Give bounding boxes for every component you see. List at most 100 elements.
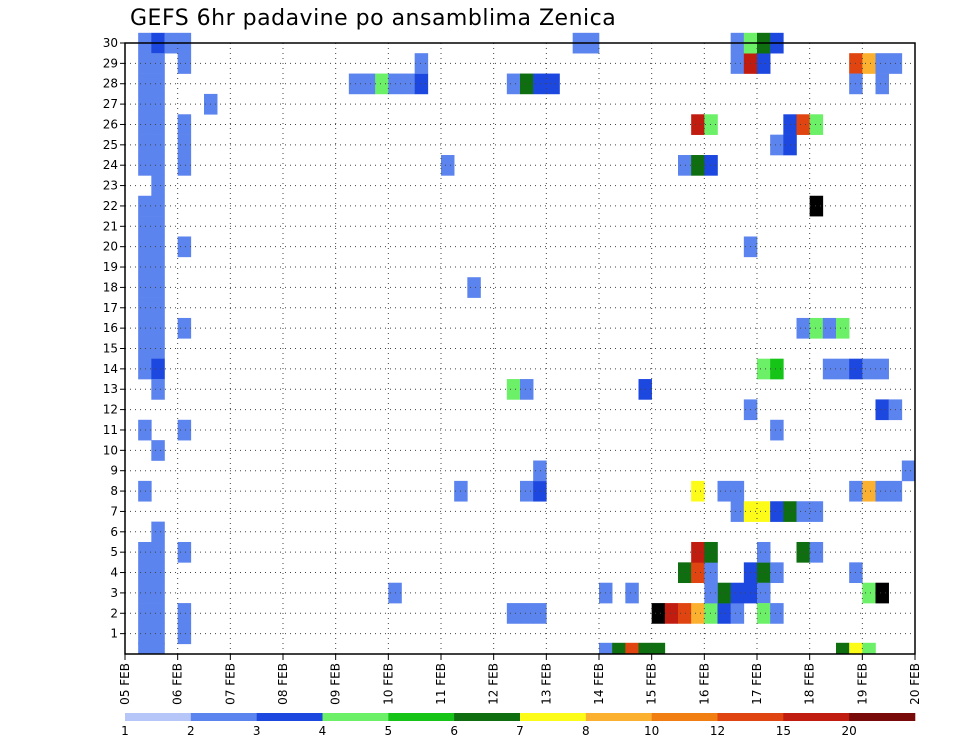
heatmap-cell: [651, 603, 666, 624]
colorbar-label: 5: [385, 724, 393, 738]
y-tick-label: 24: [103, 158, 118, 172]
heatmap-cell: [664, 603, 679, 624]
grid-lines: [125, 43, 915, 654]
colorbar-swatch: [849, 713, 916, 721]
colorbar-swatch: [125, 713, 192, 721]
y-tick-label: 21: [103, 219, 118, 233]
x-tick-label: 12 FEB: [487, 663, 501, 705]
heatmap-cell: [730, 53, 745, 74]
heatmap-cell: [546, 73, 560, 95]
y-tick-label: 25: [103, 138, 118, 152]
heatmap-cell: [151, 73, 165, 95]
heatmap-cell: [138, 73, 152, 95]
heatmap-cell: [704, 603, 718, 624]
y-tick-label: 6: [110, 525, 118, 539]
y-tick-label: 15: [103, 342, 118, 356]
x-tick-label: 15 FEB: [645, 663, 659, 705]
colorbar-swatch: [388, 713, 455, 721]
heatmap-cell: [151, 155, 165, 176]
colorbar-swatch: [651, 713, 718, 721]
heatmap-cell: [717, 480, 731, 502]
colorbar-label: 3: [253, 724, 261, 738]
heatmap-cell: [151, 603, 165, 624]
y-tick-label: 11: [103, 423, 118, 437]
heatmap-cell: [533, 73, 547, 95]
heatmap-cell: [612, 642, 626, 655]
heatmap-cell: [177, 155, 192, 176]
y-tick-label: 17: [103, 301, 118, 315]
x-tick-label: 11 FEB: [434, 663, 448, 705]
heatmap-cell: [177, 134, 192, 156]
heatmap-cell: [520, 379, 534, 400]
y-tick-label: 29: [103, 56, 118, 70]
y-tick-label: 19: [103, 260, 118, 274]
heatmap-cell: [138, 216, 152, 237]
heatmap-cell: [730, 582, 745, 604]
heatmap-cell: [151, 114, 165, 135]
colorbar-label: 7: [516, 724, 524, 738]
heatmap-cell: [441, 155, 455, 176]
heatmap-cell: [625, 642, 639, 655]
heatmap-cell: [138, 277, 152, 298]
heatmap-cell: [533, 460, 547, 482]
colorbar-swatch: [783, 713, 850, 721]
x-tick-label: 10 FEB: [381, 663, 395, 705]
heatmap-cell: [151, 256, 165, 278]
colorbar-label: 12: [710, 724, 725, 738]
heatmap-cell: [138, 603, 152, 624]
heatmap-cell: [177, 603, 192, 624]
heatmap-cell: [151, 216, 165, 237]
colorbar-swatch: [585, 713, 652, 721]
heatmap-cell: [138, 317, 152, 339]
heatmap-cell: [506, 73, 521, 95]
heatmap-cell: [138, 134, 152, 156]
heatmap-cell: [704, 541, 718, 563]
heatmap-cell: [151, 379, 165, 400]
heatmap-cell: [862, 480, 876, 502]
heatmap-cell: [151, 541, 165, 563]
heatmap-cell: [138, 195, 152, 217]
heatmap-cell: [138, 358, 152, 380]
heatmap-cell: [138, 642, 152, 655]
y-tick-label: 27: [103, 97, 118, 111]
heatmap-cell: [151, 562, 165, 584]
heatmap-cell: [138, 582, 152, 604]
heatmap-cell: [151, 642, 165, 655]
colorbar-label: 8: [582, 724, 590, 738]
heatmap-cell: [809, 501, 824, 522]
heatmap-cell: [796, 501, 810, 522]
heatmap-cell: [809, 114, 824, 135]
heatmap-cell: [875, 53, 889, 74]
heatmap-cell: [138, 93, 152, 115]
heatmap-cell: [151, 93, 165, 115]
heatmap-cell: [138, 53, 152, 74]
heatmap-cell: [730, 480, 745, 502]
heatmap-cell: [138, 338, 152, 359]
heatmap-cell: [757, 582, 771, 604]
heatmap-cell: [520, 603, 534, 624]
heatmap-cell: [757, 562, 771, 584]
heatmap-cell: [691, 541, 705, 563]
x-tick-label: 18 FEB: [803, 663, 817, 705]
y-axis: 1234567891011121314151617181920212223242…: [103, 36, 125, 641]
colorbar-swatch: [717, 713, 784, 721]
y-tick-label: 9: [110, 464, 118, 478]
y-tick-label: 5: [110, 545, 118, 559]
colorbar-label: 15: [776, 724, 791, 738]
heatmap-cell: [836, 317, 850, 339]
heatmap-cell: [506, 379, 521, 400]
heatmap-cell: [836, 358, 850, 380]
colorbar-swatch: [190, 713, 257, 721]
heatmap-cell: [901, 460, 916, 482]
heatmap-cell: [717, 582, 731, 604]
heatmap-cell: [822, 317, 837, 339]
heatmap-cell: [757, 358, 771, 380]
y-tick-label: 23: [103, 179, 118, 193]
y-tick-label: 28: [103, 77, 118, 91]
colorbar-swatch: [322, 713, 389, 721]
heatmap-cell: [704, 155, 718, 176]
chart-title: GEFS 6hr padavine po ansamblima Zenica: [130, 6, 617, 31]
colorbar-label: 20: [842, 724, 857, 738]
heatmap-cell: [704, 562, 718, 584]
heatmap-cell: [862, 642, 876, 655]
